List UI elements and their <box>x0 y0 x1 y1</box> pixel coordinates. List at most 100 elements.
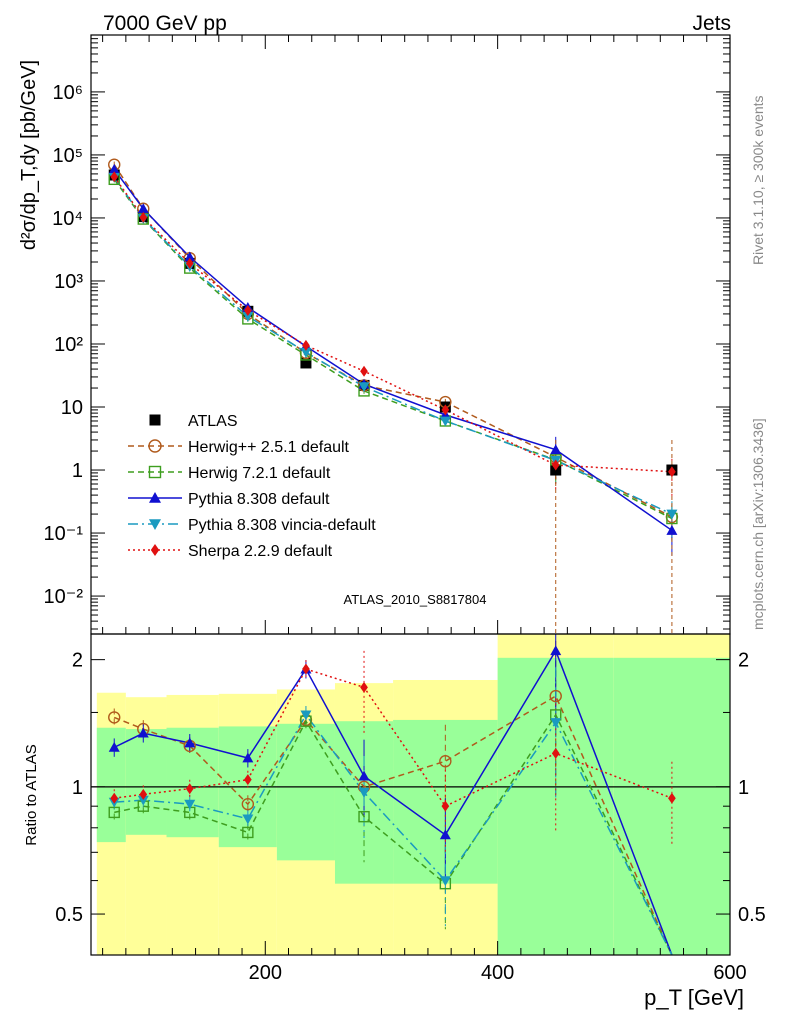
legend-label-herwig7: Herwig 7.2.1 default <box>188 465 331 482</box>
legend-marker-herwig7 <box>148 465 162 479</box>
ratio-uncertainty-bands <box>96 634 730 955</box>
main-point-vincia-8 <box>666 509 678 520</box>
ratio-point-pythia-2 <box>184 737 196 748</box>
ratio-point-vincia-1 <box>137 795 149 806</box>
main-ytick-label: 10⁻¹ <box>44 523 84 545</box>
ratio-point-sherpa-4 <box>302 663 310 675</box>
main-line-vincia <box>113 176 673 515</box>
ratio-point-sherpa-5 <box>360 681 368 693</box>
main-ytick-label: 10⁴ <box>52 208 83 230</box>
legend-marker-herwigpp <box>148 439 162 453</box>
axes-frames <box>90 34 731 956</box>
x-axis-label: p_T [GeV] <box>644 985 744 1010</box>
ratio-ytick-label-left: 2 <box>72 650 83 672</box>
main-point-vincia-4 <box>300 347 312 358</box>
ratio-point-herwig7-3 <box>242 826 254 839</box>
ratio-point-sherpa-8 <box>668 792 676 804</box>
main-point-pythia-7 <box>550 444 562 455</box>
legend-marker-ATLAS <box>149 414 161 426</box>
main-point-vincia-6 <box>439 416 451 427</box>
ratio-point-vincia-2 <box>184 799 196 810</box>
ratio-point-herwigpp-7 <box>549 689 562 703</box>
main-ytick-label: 10³ <box>54 271 83 293</box>
ratio-point-herwigpp-3 <box>241 797 255 811</box>
ratio-point-vincia-7 <box>550 718 562 728</box>
legend-label-herwigpp: Herwig++ 2.5.1 default <box>188 439 350 456</box>
main-point-pythia-2 <box>184 251 196 262</box>
main-ytick-label: 10⁵ <box>52 145 83 167</box>
legend-marker-pythia <box>149 492 161 503</box>
main-point-ATLAS-4 <box>300 357 312 369</box>
legend-marker-vincia <box>149 519 161 530</box>
ratio-point-vincia-4 <box>300 710 312 721</box>
ratio-point-sherpa-3 <box>243 774 252 786</box>
ratio-point-sherpa-6 <box>441 800 450 812</box>
xtick-label: 600 <box>713 962 746 984</box>
ratio-point-pythia-5 <box>358 770 370 781</box>
main-ytick-label: 10⁶ <box>53 82 83 104</box>
band-inner-0 <box>96 727 126 843</box>
ratio-frame <box>90 633 731 956</box>
main-point-sherpa-3 <box>243 304 252 316</box>
main-point-vincia-5 <box>358 382 370 393</box>
main-point-sherpa-2 <box>185 257 194 269</box>
main-ytick-label: 10² <box>54 334 83 356</box>
band-inner-8 <box>613 657 730 955</box>
main-ytick-label: 10⁻² <box>44 586 84 608</box>
main-ytick-label: 1 <box>72 460 83 482</box>
main-point-pythia-8 <box>666 524 678 535</box>
legend-label-sherpa: Sherpa 2.2.9 default <box>188 543 333 560</box>
ratio-point-herwigpp-6 <box>439 755 452 768</box>
ratio-point-pythia-1 <box>137 727 149 738</box>
main-point-sherpa-8 <box>668 466 676 478</box>
ratio-point-vincia-6 <box>439 876 451 887</box>
ratio-point-vincia-5 <box>358 788 370 798</box>
ratio-ytick-label-left: 0.5 <box>55 904 83 926</box>
ratio-point-pythia-7 <box>550 645 562 656</box>
data-markers <box>108 158 679 890</box>
main-point-sherpa-1 <box>139 211 148 223</box>
legend-marker-sherpa <box>150 544 160 556</box>
main-point-sherpa-7 <box>551 459 560 471</box>
main-point-sherpa-6 <box>441 404 450 416</box>
mcplots-reference-label: mcplots.cern.ch [arXiv:1306.3436] <box>750 418 766 630</box>
ratio-line-sherpa <box>114 668 673 808</box>
ratio-point-sherpa-7 <box>551 747 560 759</box>
header-left-label: 7000 GeV pp <box>103 12 227 35</box>
main-ytick-label: 10 <box>61 397 83 419</box>
main-point-sherpa-0 <box>110 171 119 183</box>
ratio-point-herwig7-5 <box>358 810 370 823</box>
ratio-point-pythia-6 <box>439 829 451 840</box>
ratio-point-herwigpp-0 <box>108 711 121 724</box>
watermark-label: ATLAS_2010_S8817804 <box>344 592 487 607</box>
ratio-ytick-label-right: 1 <box>738 777 749 799</box>
main-point-vincia-3 <box>242 311 254 322</box>
ratio-point-vincia-3 <box>242 814 254 825</box>
main-point-sherpa-4 <box>302 339 310 351</box>
main-y-axis-label: d²σ/dp_T,dy [pb/GeV] <box>18 60 40 250</box>
ratio-point-pythia-0 <box>108 741 120 752</box>
main-point-sherpa-5 <box>360 365 368 377</box>
band-inner-4 <box>276 723 335 861</box>
main-point-pythia-1 <box>137 203 149 214</box>
main-point-pythia-0 <box>108 163 120 174</box>
axis-ticks: 10⁻² 10⁻¹ 1 10 10² 10³ 10⁴ 10⁵ 10⁶ 0.5 0.5 1 1 2 2 200 4… <box>44 34 766 984</box>
ratio-point-sherpa-0 <box>110 792 119 804</box>
xtick-label: 200 <box>249 962 282 984</box>
ratio-ytick-label-left: 1 <box>72 777 83 799</box>
header-right-label: Jets <box>692 12 731 35</box>
rivet-version-label: Rivet 3.1.10, ≥ 300k events <box>750 95 766 265</box>
legend-label-pythia: Pythia 8.308 default <box>188 491 330 508</box>
ratio-ytick-label-right: 2 <box>738 650 749 672</box>
ratio-point-pythia-3 <box>242 752 254 763</box>
band-inner-1 <box>125 729 167 835</box>
legend: ATLAS Herwig++ 2.5.1 default Herwig 7.2.1 … <box>128 413 376 560</box>
legend-label-ATLAS: ATLAS <box>188 413 238 430</box>
legend-label-vincia: Pythia 8.308 vincia-default <box>188 517 376 534</box>
ratio-ytick-label-right: 0.5 <box>738 904 766 926</box>
ratio-y-axis-label: Ratio to ATLAS <box>23 744 40 845</box>
main-frame <box>90 34 731 635</box>
main-line-sherpa <box>113 176 672 473</box>
xtick-label: 400 <box>481 962 514 984</box>
